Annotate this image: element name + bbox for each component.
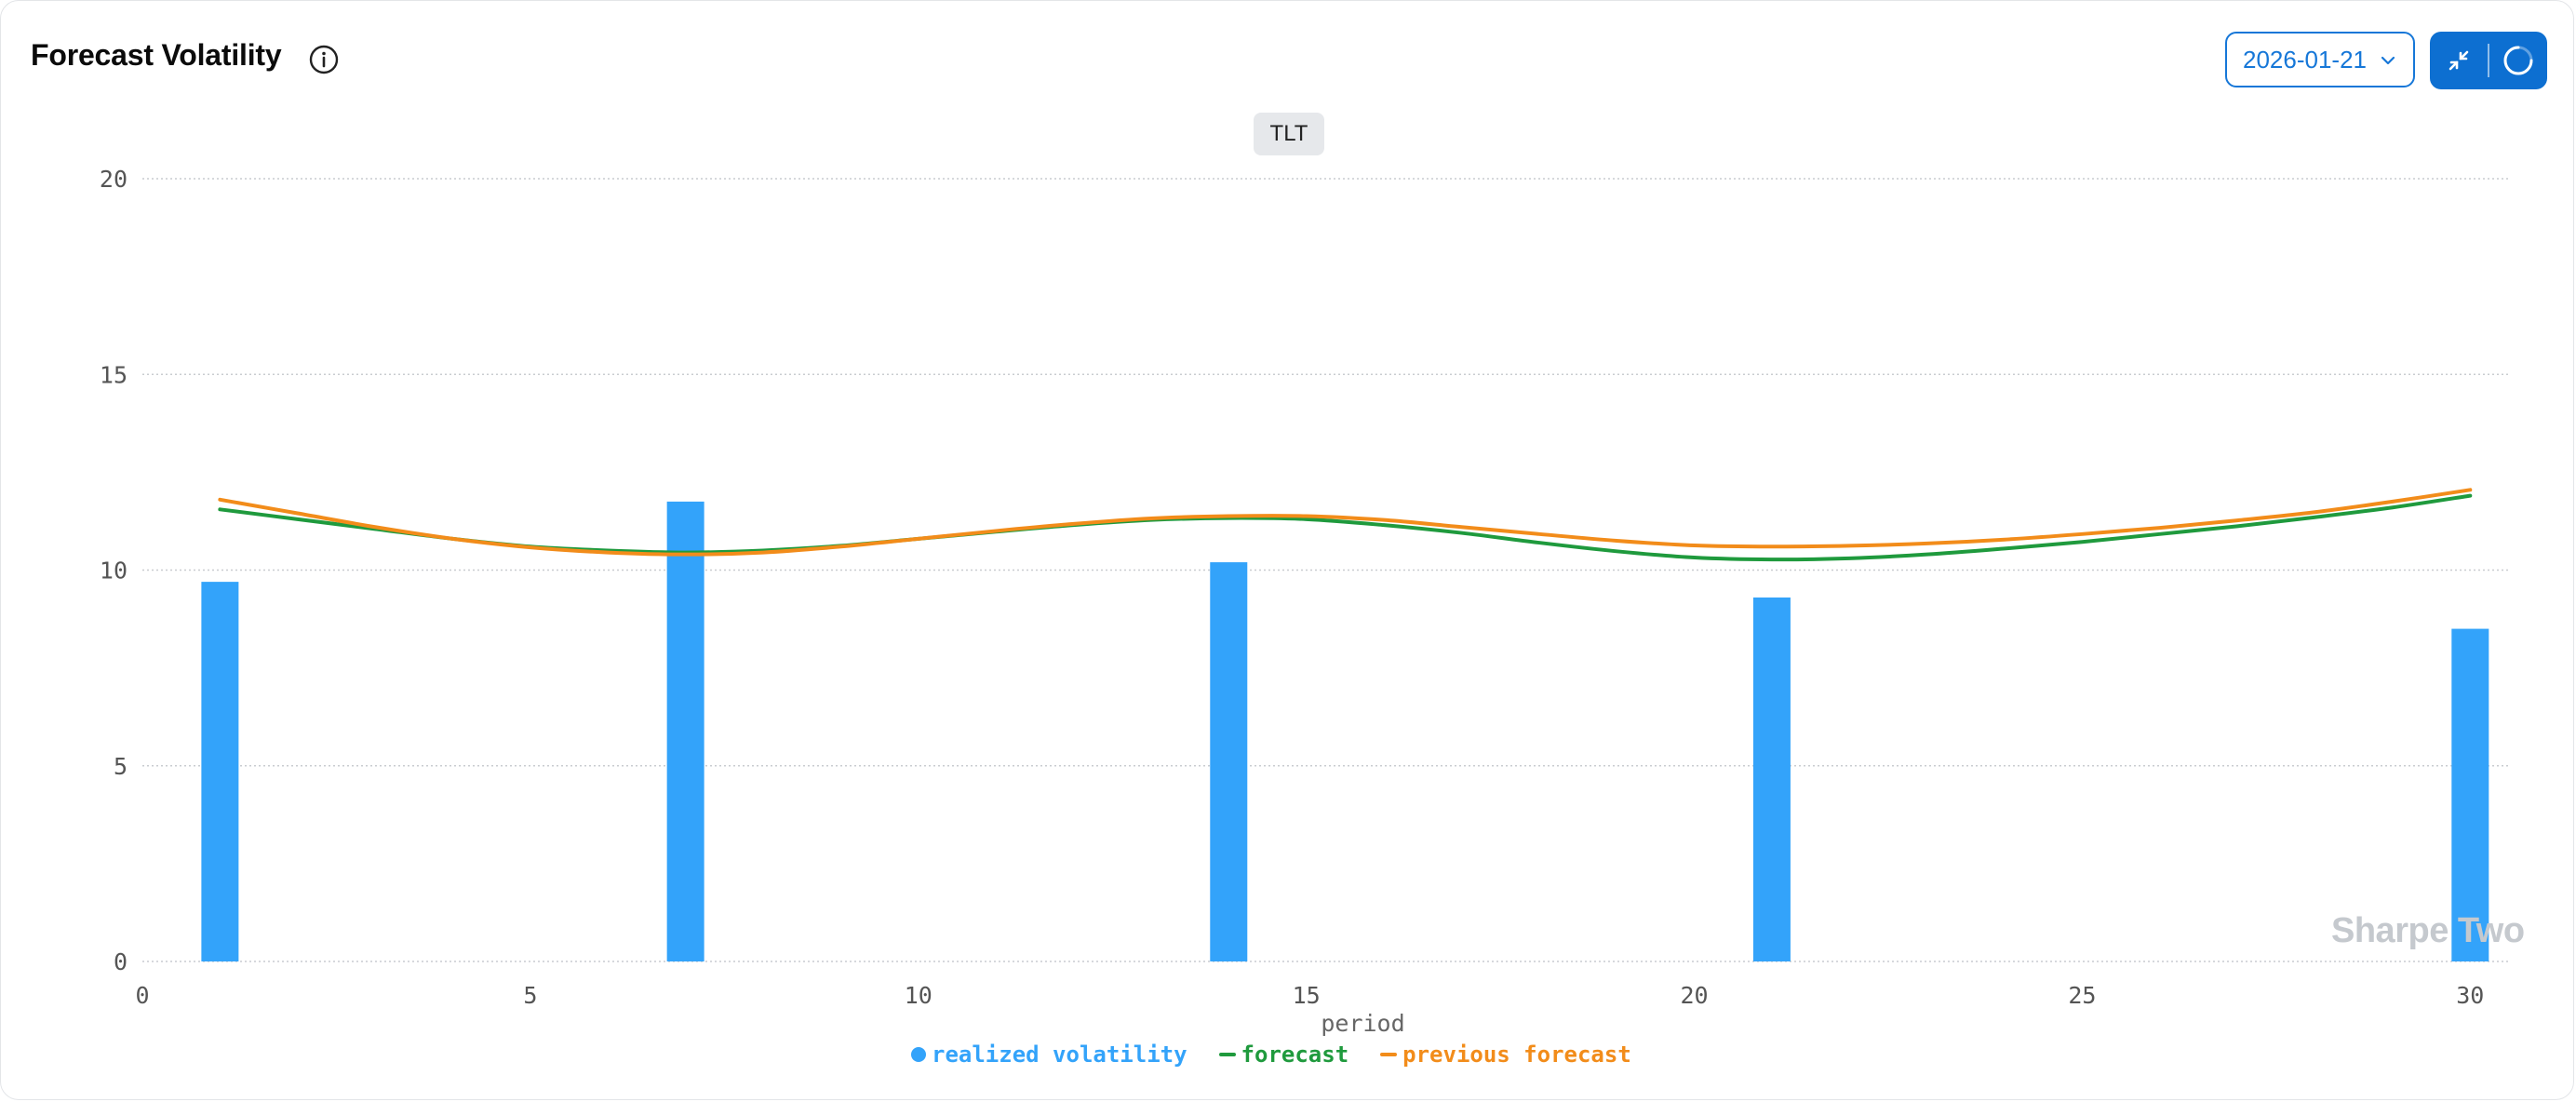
x-axis-label: period [1321,1010,1404,1037]
bar-realized-volatility [201,582,239,961]
legend-label: forecast [1241,1042,1349,1068]
legend-label: realized volatility [932,1042,1187,1068]
chevron-down-icon [2381,56,2395,65]
legend-dot-icon [911,1047,926,1062]
legend-item[interactable]: previous forecast [1380,1042,1631,1068]
x-tick-label: 0 [135,982,149,1009]
x-tick-label: 5 [523,982,537,1009]
x-tick-label: 15 [1293,982,1321,1009]
chart-legend: realized volatility forecast previous fore… [911,1040,1631,1069]
legend-item[interactable]: realized volatility [911,1042,1187,1068]
collapse-icon[interactable] [2430,32,2488,89]
y-tick-label: 15 [100,361,127,388]
button-divider [2488,44,2489,77]
line-forecast [218,493,2473,562]
watermark: Sharpe Two [2331,911,2525,950]
x-tick-label: 30 [2456,982,2484,1009]
x-tick-label: 25 [2068,982,2096,1009]
y-tick-label: 20 [100,166,127,193]
bar-realized-volatility [2451,628,2489,961]
bar-realized-volatility [666,501,704,961]
legend-line-icon [1380,1053,1398,1056]
loading-spinner-icon[interactable] [2489,32,2547,89]
bar-realized-volatility [1752,597,1791,961]
page-title: Forecast Volatility [31,38,282,72]
y-tick-label: 5 [114,753,127,780]
x-tick-label: 20 [1680,982,1708,1009]
chart-action-buttons [2430,32,2547,89]
bar-realized-volatility [1210,562,1248,961]
info-icon[interactable] [308,44,340,75]
line-previous-forecast [218,488,2473,557]
ticker-badge: TLT [1254,113,1324,155]
date-select[interactable]: 2026-01-21 [2225,32,2415,87]
legend-line-icon [1218,1053,1236,1056]
y-tick-label: 10 [100,558,127,585]
legend-item[interactable]: forecast [1218,1042,1349,1068]
y-tick-label: 0 [114,948,127,975]
x-tick-label: 10 [905,982,932,1009]
date-select-value: 2026-01-21 [2243,45,2367,74]
legend-label: previous forecast [1402,1042,1631,1068]
